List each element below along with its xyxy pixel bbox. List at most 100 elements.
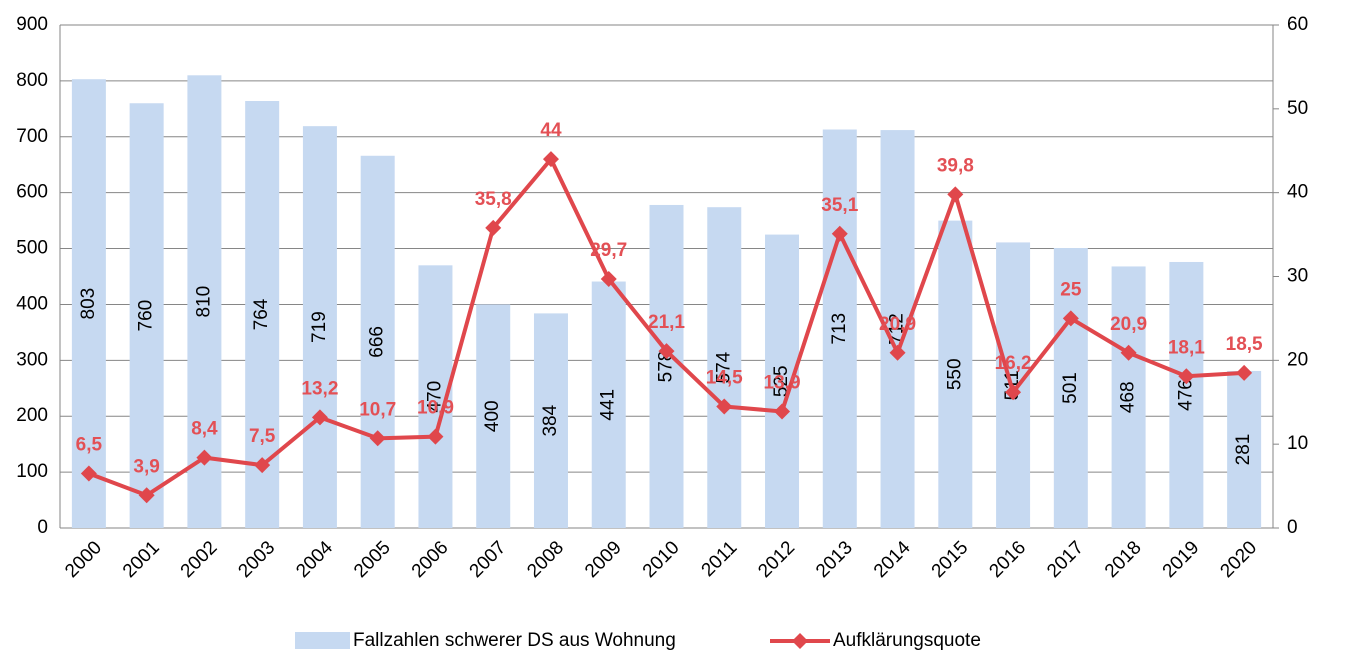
y2-tick-label: 60 xyxy=(1287,14,1308,35)
y-tick-label: 100 xyxy=(16,461,48,482)
bar xyxy=(1169,261,1204,528)
marker xyxy=(831,225,848,242)
legend-swatch xyxy=(295,632,350,649)
y-tick-label: 600 xyxy=(16,182,48,203)
x-tick-label: 2013 xyxy=(812,537,857,582)
y-tick-label: 0 xyxy=(37,517,48,538)
marker xyxy=(254,457,271,474)
y2-tick-label: 40 xyxy=(1287,182,1308,203)
bar-value-label: 764 xyxy=(251,298,272,330)
x-tick-label: 2004 xyxy=(292,537,337,582)
marker xyxy=(1178,368,1195,385)
line-value-label: 18,1 xyxy=(1168,337,1205,358)
bar xyxy=(649,204,684,528)
marker xyxy=(1005,384,1022,401)
x-tick-label: 2012 xyxy=(754,537,799,582)
line-value-label: 8,4 xyxy=(191,419,218,440)
bar xyxy=(1111,266,1146,528)
line-value-label: 13,2 xyxy=(301,378,338,399)
bar-value-label: 550 xyxy=(944,358,965,390)
marker xyxy=(311,409,328,426)
line-value-label: 14,5 xyxy=(706,367,743,388)
marker xyxy=(196,449,213,466)
bar-value-label: 400 xyxy=(482,400,503,432)
legend-marker xyxy=(792,633,808,649)
bar-value-label: 810 xyxy=(193,286,214,318)
bar xyxy=(129,103,164,528)
line-value-label: 16,2 xyxy=(995,353,1032,374)
marker xyxy=(542,151,559,168)
line-value-label: 39,8 xyxy=(937,155,974,176)
line-value-label: 25 xyxy=(1060,279,1082,300)
line-value-label: 21,1 xyxy=(648,312,685,333)
y2-tick-label: 20 xyxy=(1287,349,1308,370)
line-value-label: 6,5 xyxy=(76,435,103,456)
bar xyxy=(302,126,337,529)
bar-value-label: 719 xyxy=(309,311,330,343)
bar-value-label: 666 xyxy=(367,326,388,358)
x-tick-label: 2017 xyxy=(1043,537,1088,582)
y-tick-label: 300 xyxy=(16,349,48,370)
line-value-label: 20,9 xyxy=(879,314,916,335)
marker xyxy=(600,271,617,288)
marker xyxy=(889,344,906,361)
x-tick-label: 2018 xyxy=(1101,537,1146,582)
x-tick-label: 2014 xyxy=(870,537,915,582)
bar-value-label: 501 xyxy=(1060,372,1081,404)
bar xyxy=(360,155,395,528)
bar-value-label: 574 xyxy=(713,351,734,383)
x-tick-label: 2003 xyxy=(235,537,280,582)
marker xyxy=(485,219,502,236)
legend-label: Fallzahlen schwerer DS aus Wohnung xyxy=(353,630,676,651)
bar-value-label: 441 xyxy=(598,389,619,421)
line-value-label: 10,9 xyxy=(417,398,454,419)
bar-value-label: 384 xyxy=(540,404,561,436)
y2-tick-label: 0 xyxy=(1287,517,1298,538)
legend-label: Aufklärungsquote xyxy=(833,630,981,651)
bar-value-label: 468 xyxy=(1118,381,1139,413)
line-value-label: 20,9 xyxy=(1110,314,1147,335)
marker xyxy=(716,398,733,415)
x-tick-label: 2015 xyxy=(928,537,973,582)
y2-tick-label: 50 xyxy=(1287,98,1308,119)
bar xyxy=(707,207,742,528)
y-tick-label: 500 xyxy=(16,238,48,259)
x-tick-label: 2010 xyxy=(639,537,684,582)
line-value-label: 10,7 xyxy=(359,399,396,420)
line-value-label: 29,7 xyxy=(590,240,627,261)
x-tick-label: 2019 xyxy=(1159,537,1204,582)
bar xyxy=(591,281,626,528)
bar-value-label: 525 xyxy=(771,365,792,397)
bar-value-label: 713 xyxy=(829,313,850,345)
y-tick-label: 800 xyxy=(16,70,48,91)
bar-value-label: 803 xyxy=(78,288,99,320)
line-value-label: 18,5 xyxy=(1226,334,1263,355)
line-value-label: 44 xyxy=(540,120,562,141)
bar-value-label: 760 xyxy=(136,300,157,332)
x-tick-label: 2008 xyxy=(523,537,568,582)
x-tick-label: 2009 xyxy=(581,537,626,582)
x-tick-label: 2001 xyxy=(119,537,164,582)
bar xyxy=(1053,247,1088,528)
line-value-label: 35,8 xyxy=(475,189,512,210)
marker xyxy=(658,343,675,360)
y2-tick-label: 30 xyxy=(1287,266,1308,287)
legend-item: Aufklärungsquote xyxy=(770,630,981,651)
y2-tick-label: 10 xyxy=(1287,433,1308,454)
bar xyxy=(822,129,857,529)
y-tick-label: 400 xyxy=(16,293,48,314)
bar-value-label: 470 xyxy=(424,381,445,413)
y-tick-label: 200 xyxy=(16,405,48,426)
bar xyxy=(71,79,106,528)
legend-item: Fallzahlen schwerer DS aus Wohnung xyxy=(295,630,676,651)
bar xyxy=(533,313,568,528)
y-tick-label: 900 xyxy=(16,14,48,35)
line-value-label: 7,5 xyxy=(249,426,276,447)
x-tick-label: 2000 xyxy=(61,537,106,582)
marker xyxy=(1062,310,1079,327)
marker xyxy=(947,186,964,203)
marker xyxy=(1120,344,1137,361)
bar xyxy=(476,304,511,528)
line-value-label: 13,9 xyxy=(764,372,801,393)
